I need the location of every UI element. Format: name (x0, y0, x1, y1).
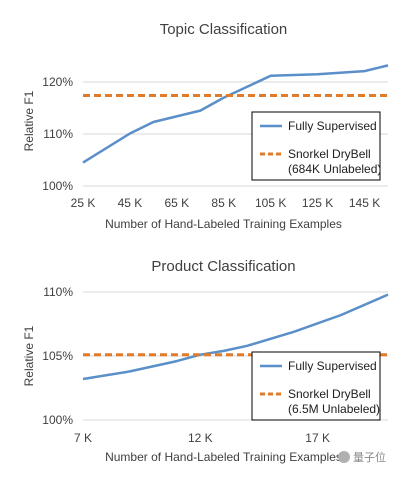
y-tick-label: 100% (42, 413, 73, 427)
legend: Fully Supervised Snorkel DryBell(6.5M Unl… (251, 351, 381, 421)
x-tick-label: 7 K (74, 431, 92, 445)
x-tick-label: 25 K (71, 196, 96, 210)
legend-box (251, 351, 381, 421)
x-tick-label: 45 K (118, 196, 143, 210)
legend-box (251, 111, 381, 181)
x-axis-label: Number of Hand-Labeled Training Examples (105, 217, 342, 231)
legend-label: (684K Unlabeled) (288, 162, 381, 176)
x-tick-label: 12 K (188, 431, 213, 445)
legend-label: Snorkel DryBell (288, 147, 371, 161)
watermark: 量子位 (338, 449, 386, 465)
x-tick-label: 125 K (302, 196, 333, 210)
legend-label: Fully Supervised (288, 119, 377, 133)
wechat-icon (338, 451, 350, 463)
y-axis-label: Relative F1 (22, 325, 36, 386)
watermark-text: 量子位 (353, 451, 386, 464)
y-tick-label: 100% (42, 179, 73, 193)
legend-label: Fully Supervised (288, 359, 377, 373)
chart-product: Product Classification 100% 105% 110% 7 K 12 … (22, 258, 389, 464)
y-tick-label: 105% (42, 349, 73, 363)
legend: Fully Supervised Snorkel DryBell(684K Unl… (251, 111, 381, 181)
x-tick-label: 105 K (255, 196, 286, 210)
y-tick-label: 110% (43, 127, 73, 141)
legend-label: (6.5M Unlabeled) (288, 402, 380, 416)
x-tick-label: 145 K (349, 196, 380, 210)
y-tick-label: 110% (43, 285, 73, 299)
chart-topic: Topic Classification 100% 110% 120% 25 K 45 K… (22, 21, 389, 231)
y-axis-label: Relative F1 (22, 90, 36, 151)
chart-title: Product Classification (151, 258, 295, 275)
legend-label: Snorkel DryBell (288, 387, 371, 401)
x-tick-label: 85 K (211, 196, 236, 210)
series-line-fully-supervised (82, 293, 389, 381)
y-tick-label: 120% (42, 75, 73, 89)
x-tick-label: 17 K (305, 431, 330, 445)
series-line-fully-supervised (82, 64, 389, 164)
chart-title: Topic Classification (160, 21, 288, 38)
x-tick-label: 65 K (165, 196, 190, 210)
x-axis-label: Number of Hand-Labeled Training Examples (105, 450, 342, 464)
